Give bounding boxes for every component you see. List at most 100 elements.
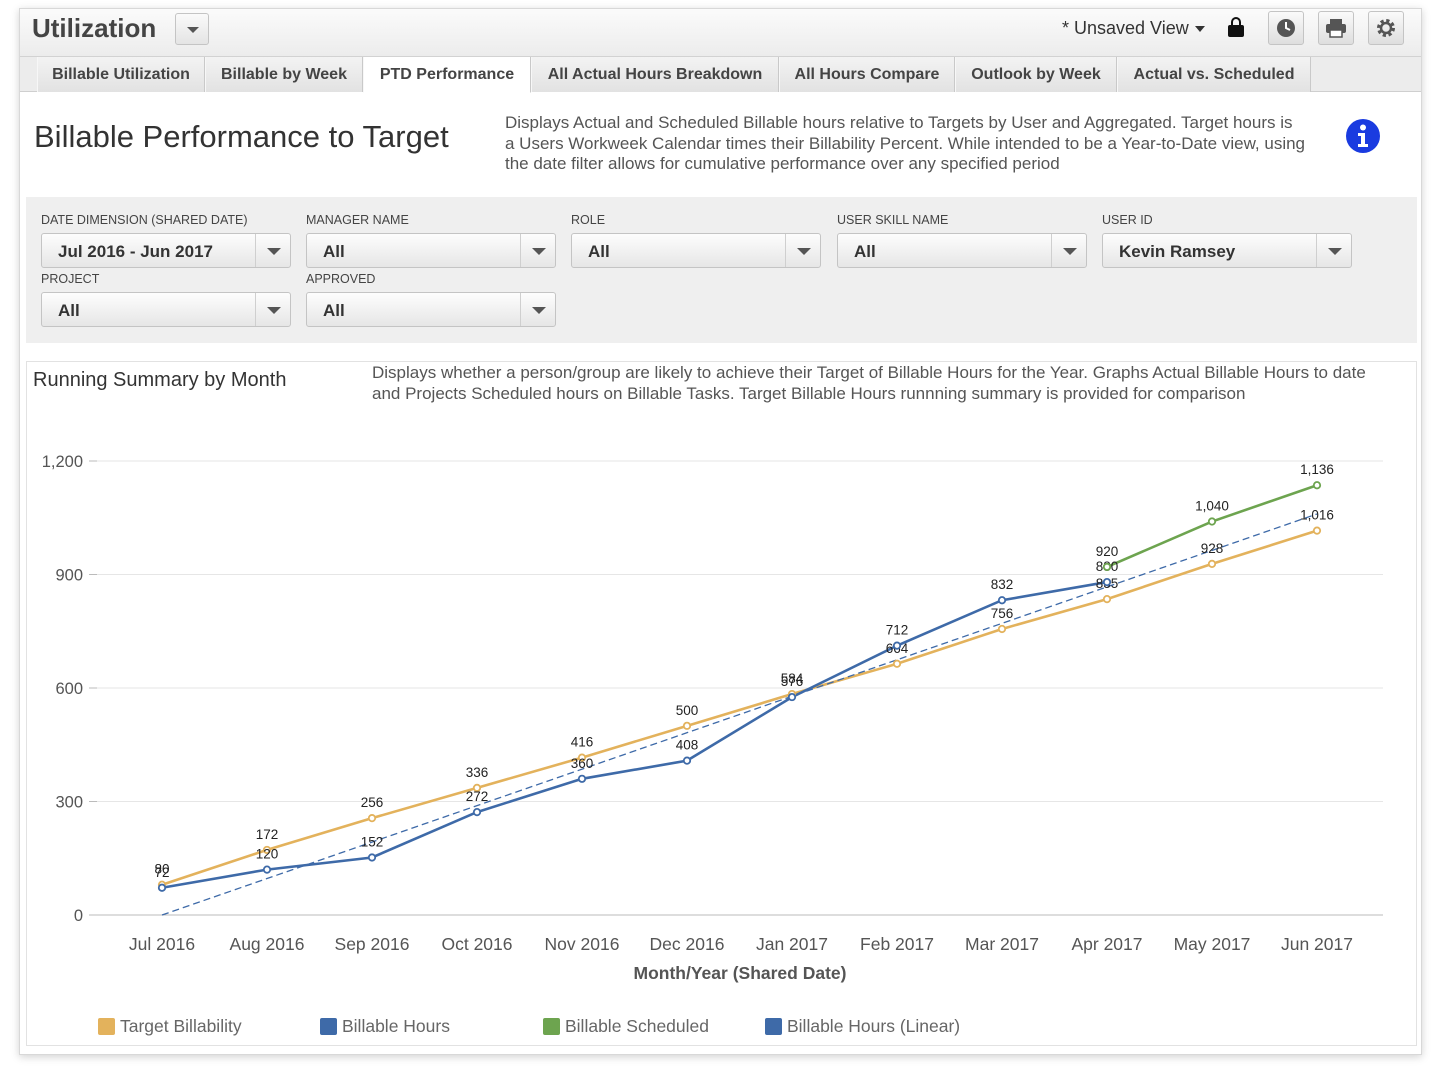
legend-label: Target Billability <box>120 1015 242 1036</box>
filter-label-project: PROJECT <box>41 272 100 286</box>
chevron-down-icon <box>785 234 820 267</box>
legend-item[interactable]: Billable Scheduled <box>543 1015 709 1037</box>
project-value: All <box>58 301 80 320</box>
data-label: 1,136 <box>1300 462 1334 477</box>
legend-swatch-billable <box>320 1017 337 1035</box>
gear-icon <box>1377 19 1395 37</box>
manager-name-value: All <box>323 242 345 261</box>
data-label: 120 <box>256 847 279 862</box>
data-label: 336 <box>466 765 489 780</box>
running-summary-chart: 0 300 600 900 1,200 Jul 2016 Aug 2016 Sep 2016 O… <box>42 453 1383 983</box>
chevron-down-icon <box>520 234 555 267</box>
user-skill-value: All <box>854 242 876 261</box>
tab-billable-by-week[interactable]: Billable by Week <box>205 57 363 92</box>
x-tick-label: Mar 2017 <box>965 934 1039 954</box>
user-id-value: Kevin Ramsey <box>1119 242 1236 261</box>
app-window: Utilization * Unsaved View Billable Util… <box>19 8 1422 1055</box>
role-value: All <box>588 242 610 261</box>
print-button[interactable] <box>1318 11 1354 45</box>
tab-billable-utilization[interactable]: Billable Utilization <box>37 57 205 92</box>
chevron-down-icon <box>255 293 290 326</box>
data-label: 576 <box>781 674 804 689</box>
filter-label-skill: USER SKILL NAME <box>837 213 949 227</box>
x-tick-label: Jun 2017 <box>1281 934 1353 954</box>
app-title: Utilization <box>32 13 157 43</box>
x-tick-label: Aug 2016 <box>230 934 305 954</box>
data-label: 272 <box>466 789 489 804</box>
tab-actual-vs-scheduled[interactable]: Actual vs. Scheduled <box>1117 57 1311 92</box>
data-point <box>472 807 482 817</box>
data-label: 1,040 <box>1195 499 1229 514</box>
chevron-down-icon <box>1194 26 1205 33</box>
data-point <box>262 865 272 874</box>
legend-swatch-target <box>98 1017 115 1035</box>
chevron-down-icon <box>255 234 290 267</box>
top-bar: Utilization * Unsaved View <box>20 9 1421 57</box>
y-tick-label: 0 <box>74 907 83 925</box>
x-axis-title: Month/Year (Shared Date) <box>634 963 847 983</box>
x-tick-label: Jul 2016 <box>129 934 195 954</box>
data-point <box>997 624 1007 634</box>
chart-description: Displays whether a person/group are like… <box>372 363 1366 403</box>
view-label: * Unsaved View <box>1062 18 1189 38</box>
filter-label-date: DATE DIMENSION (SHARED DATE) <box>41 213 248 227</box>
legend-item[interactable]: Target Billability <box>98 1015 242 1037</box>
clock-icon <box>1277 19 1295 37</box>
tab-bar: Billable Utilization Billable by Week PT… <box>20 57 1421 93</box>
manager-name-select[interactable]: All <box>306 233 556 268</box>
series-line <box>161 580 1108 890</box>
series-line-linear <box>161 513 1318 916</box>
approved-select[interactable]: All <box>306 292 556 327</box>
lock-icon[interactable] <box>1228 17 1244 37</box>
view-selector[interactable]: * Unsaved View <box>1062 18 1205 39</box>
filter-panel: DATE DIMENSION (SHARED DATE) Jul 2016 - … <box>26 197 1417 343</box>
settings-button[interactable] <box>1368 11 1404 45</box>
data-label: 256 <box>361 795 384 810</box>
data-label: 584 <box>781 671 804 686</box>
page-description: Displays Actual and Scheduled Billable h… <box>505 113 1306 173</box>
approved-value: All <box>323 301 345 320</box>
x-tick-label: May 2017 <box>1174 934 1251 954</box>
tab-ptd-performance[interactable]: PTD Performance <box>363 57 531 93</box>
tab-all-actual-hours-breakdown[interactable]: All Actual Hours Breakdown <box>531 57 779 92</box>
legend-label: Billable Hours (Linear) <box>787 1015 961 1036</box>
date-dimension-select[interactable]: Jul 2016 - Jun 2017 <box>41 233 291 268</box>
data-label: 500 <box>676 703 699 718</box>
data-point <box>1312 526 1322 535</box>
legend-swatch-linear <box>765 1017 782 1035</box>
data-point <box>1312 481 1322 490</box>
data-point <box>682 721 692 730</box>
data-point <box>577 753 587 762</box>
x-tick-label: Feb 2017 <box>860 934 934 954</box>
info-icon[interactable] <box>1345 118 1381 154</box>
history-button[interactable] <box>1268 11 1304 45</box>
x-tick-label: Sep 2016 <box>335 934 410 954</box>
data-point <box>157 883 167 892</box>
chart-title: Running Summary by Month <box>33 369 287 391</box>
tab-outlook-by-week[interactable]: Outlook by Week <box>955 57 1117 92</box>
series-line <box>161 529 1318 886</box>
page-title: Billable Performance to Target <box>34 119 449 154</box>
x-tick-label: Oct 2016 <box>441 934 512 954</box>
legend-label: Billable Hours <box>342 1015 450 1036</box>
data-point <box>1207 517 1217 526</box>
tab-all-hours-compare[interactable]: All Hours Compare <box>779 57 955 92</box>
data-label: 928 <box>1201 541 1224 556</box>
data-point <box>892 641 902 650</box>
data-point <box>472 783 482 792</box>
user-id-select[interactable]: Kevin Ramsey <box>1102 233 1352 268</box>
user-skill-select[interactable]: All <box>837 233 1087 268</box>
data-label: 1,016 <box>1300 508 1334 523</box>
data-point <box>1102 562 1112 572</box>
title-dropdown-button[interactable] <box>175 13 209 45</box>
legend-item[interactable]: Billable Hours <box>320 1015 450 1037</box>
data-label: 756 <box>991 606 1014 621</box>
data-point <box>892 659 902 668</box>
chevron-down-icon <box>1316 234 1351 267</box>
data-label: 408 <box>676 738 699 753</box>
legend-item[interactable]: Billable Hours (Linear) <box>765 1015 960 1037</box>
project-select[interactable]: All <box>41 292 291 327</box>
role-select[interactable]: All <box>571 233 821 268</box>
y-tick-label: 1,200 <box>42 453 83 471</box>
y-tick-label: 300 <box>55 794 83 812</box>
